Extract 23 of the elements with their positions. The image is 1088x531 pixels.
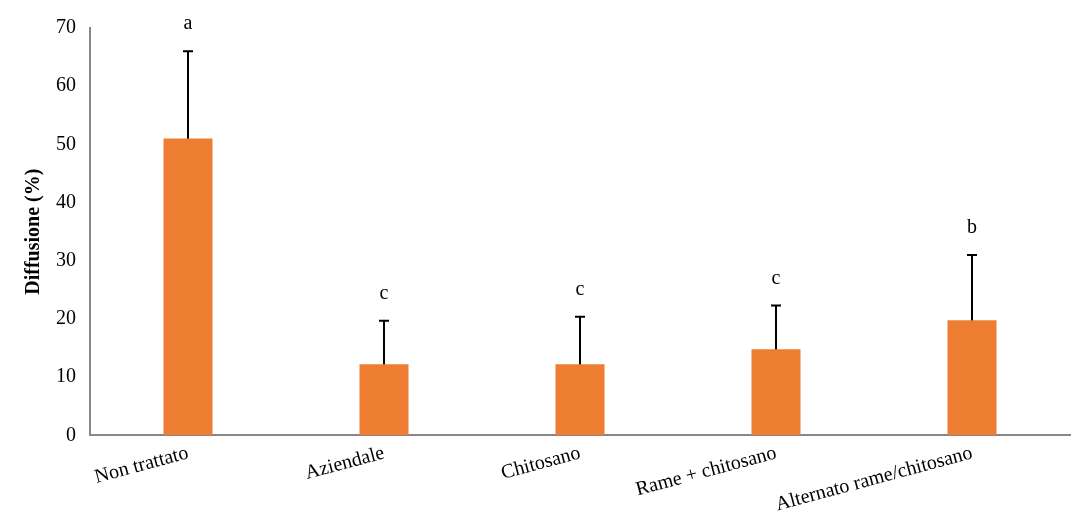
y-tick-label: 20 [56, 306, 76, 329]
x-tick-label: Chitosano [498, 440, 583, 483]
annotation: b [967, 214, 977, 237]
y-axis-title: Diffusione (%) [21, 168, 45, 295]
annotation: a [183, 11, 193, 34]
y-tick-label: 60 [56, 73, 76, 96]
y-tick-label: 10 [56, 364, 76, 387]
annotation: c [379, 280, 389, 303]
bar [163, 138, 213, 436]
bar [555, 364, 605, 436]
x-tick-label: Aziendale [302, 440, 387, 483]
annotation: c [575, 276, 585, 299]
x-tick-label: Non trattato [91, 440, 191, 487]
bar [947, 320, 997, 436]
y-tick-label: 0 [66, 422, 76, 445]
x-tick-label: Rame + chitosano [633, 440, 779, 500]
y-tick-label: 50 [56, 131, 76, 154]
annotation: c [771, 265, 781, 288]
y-tick-label: 30 [56, 248, 76, 271]
y-tick-label: 70 [56, 15, 76, 38]
bar [359, 364, 409, 436]
y-tick-label: 40 [56, 189, 76, 212]
bar [751, 349, 801, 436]
